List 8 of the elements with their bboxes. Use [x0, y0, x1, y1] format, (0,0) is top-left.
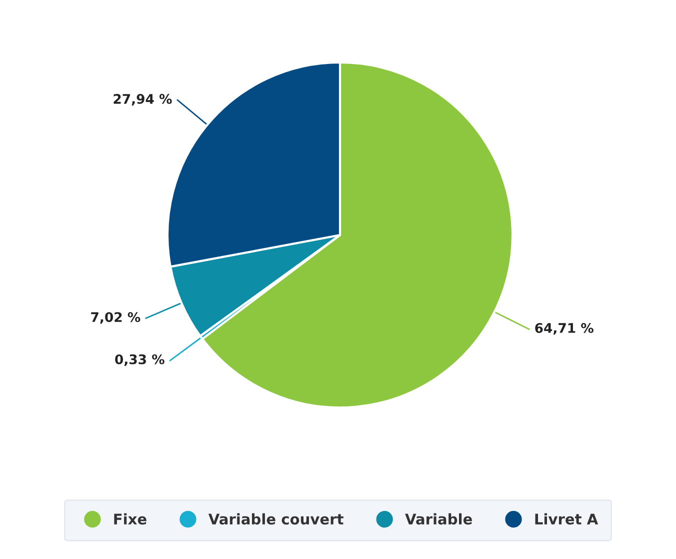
legend-label: Fixe: [114, 513, 146, 525]
data-label: 0,33 %: [115, 354, 164, 366]
data-label: 27,94 %: [114, 94, 172, 106]
legend-label: Variable couvert: [208, 513, 344, 525]
legend-label: Variable: [405, 513, 472, 525]
data-label: 64,71 %: [535, 323, 594, 335]
data-label: 7,02 %: [91, 312, 140, 324]
legend-label: Livret A: [535, 513, 598, 525]
